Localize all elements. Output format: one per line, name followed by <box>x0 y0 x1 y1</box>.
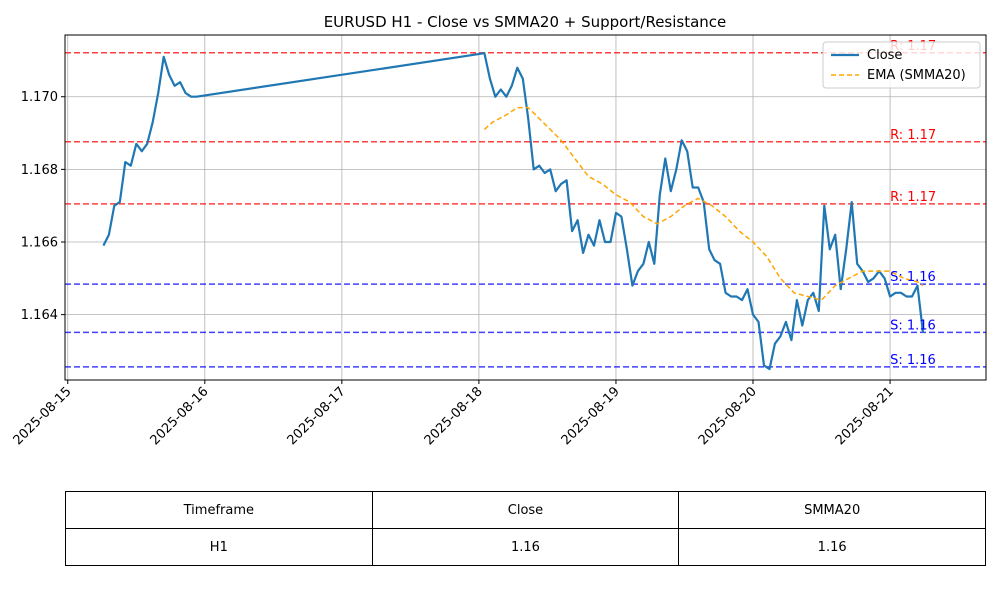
table-cell: 1.16 <box>678 528 986 566</box>
table-cell: 1.16 <box>371 528 680 566</box>
support-label: S: 1.16 <box>890 353 936 368</box>
legend-close-label: Close <box>867 48 902 63</box>
x-tick-label: 2025-08-15 <box>11 384 75 448</box>
x-tick-label: 2025-08-16 <box>148 384 212 448</box>
x-tick-label: 2025-08-18 <box>422 384 486 448</box>
y-tick-label: 1.170 <box>21 90 58 105</box>
series-line-close <box>102 52 925 371</box>
series <box>102 52 925 371</box>
x-tick-label: 2025-08-20 <box>696 384 760 448</box>
table-row: H1 1.16 1.16 <box>65 528 986 566</box>
table-cell: H1 <box>65 528 373 566</box>
x-tick-label: 2025-08-21 <box>833 384 897 448</box>
support-resistance-levels <box>65 52 986 368</box>
table-header-row: Timeframe Close SMMA20 <box>65 491 986 529</box>
chart: EURUSD H1 - Close vs SMMA20 + Support/Re… <box>11 13 987 448</box>
legend-smma-label: EMA (SMMA20) <box>867 68 966 83</box>
plot-frame <box>64 34 987 381</box>
support-label: S: 1.16 <box>890 270 936 285</box>
resistance-label: R: 1.17 <box>890 190 936 205</box>
chart-title: EURUSD H1 - Close vs SMMA20 + Support/Re… <box>324 13 727 31</box>
support-label: S: 1.16 <box>890 318 936 333</box>
y-tick-label: 1.164 <box>21 308 58 323</box>
y-tick-label: 1.168 <box>21 163 58 178</box>
legend: Close EMA (SMMA20) <box>822 41 981 89</box>
legend-box <box>822 41 981 89</box>
table-header-cell: SMMA20 <box>678 491 986 529</box>
x-tick-label: 2025-08-17 <box>285 384 349 448</box>
summary-table: Timeframe Close SMMA20 H1 1.16 1.16 <box>65 491 986 566</box>
y-tick-label: 1.166 <box>21 236 58 251</box>
table-header-cell: Timeframe <box>65 491 373 529</box>
series-line-ema-smma20 <box>483 106 924 301</box>
table-header-cell: Close <box>371 491 680 529</box>
resistance-label: R: 1.17 <box>890 128 936 143</box>
axes: 2025-08-15 2025-08-16 2025-08-17 2025-08-18… <box>11 90 897 448</box>
x-tick-label: 2025-08-19 <box>559 384 623 448</box>
